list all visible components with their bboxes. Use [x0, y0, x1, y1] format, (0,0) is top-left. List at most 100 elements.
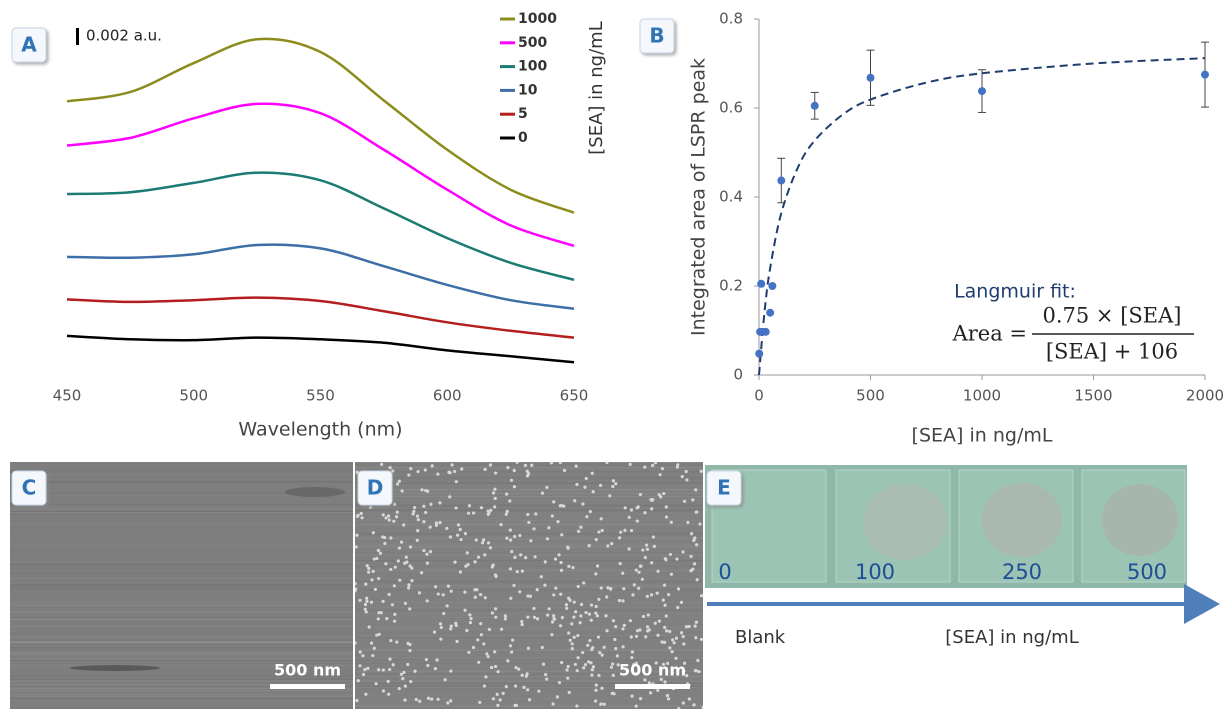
- particle: [694, 488, 698, 492]
- particle: [526, 688, 530, 692]
- particle: [356, 679, 360, 683]
- texture: [355, 670, 703, 672]
- panel-label: D: [367, 476, 384, 500]
- particle: [445, 604, 449, 608]
- particle: [583, 485, 587, 489]
- particle: [599, 702, 603, 706]
- arrow-label: [SEA] in ng/mL: [945, 627, 1078, 648]
- particle: [418, 699, 422, 703]
- texture: [10, 695, 353, 697]
- particle: [532, 606, 536, 611]
- particle: [455, 639, 459, 644]
- particle: [647, 681, 651, 685]
- particle: [490, 565, 494, 569]
- texture: [10, 473, 353, 475]
- particle: [364, 692, 368, 696]
- sem-image-d: [355, 462, 703, 709]
- texture: [10, 621, 353, 623]
- particle: [455, 533, 460, 537]
- particle: [407, 583, 411, 587]
- panel-label-box: [706, 470, 742, 506]
- particle: [630, 694, 634, 698]
- particle: [635, 506, 639, 510]
- particle: [506, 659, 510, 663]
- texture: [10, 523, 353, 525]
- texture: [10, 679, 353, 681]
- particle: [646, 629, 650, 633]
- particle: [682, 669, 686, 673]
- data-point: [756, 327, 765, 336]
- y-tick-label: 0.8: [719, 10, 743, 28]
- particle: [609, 586, 613, 591]
- particle: [493, 487, 497, 491]
- particle: [605, 462, 609, 464]
- particle: [623, 528, 627, 532]
- particle: [488, 463, 493, 467]
- particle: [375, 556, 379, 561]
- particle: [403, 561, 407, 565]
- particle: [519, 553, 523, 557]
- particle: [589, 603, 594, 607]
- texture: [10, 574, 353, 576]
- particle: [697, 670, 701, 674]
- particle: [480, 541, 485, 545]
- particle: [660, 640, 664, 644]
- particle: [544, 672, 548, 677]
- particle: [422, 520, 426, 524]
- texture: [10, 600, 353, 602]
- particle: [567, 631, 571, 635]
- particle: [463, 608, 467, 612]
- particle: [512, 583, 516, 588]
- particle: [565, 606, 569, 610]
- texture: [355, 569, 703, 571]
- texture: [355, 545, 703, 547]
- particle: [399, 672, 403, 676]
- texture: [355, 614, 703, 616]
- particle: [510, 549, 514, 554]
- particle: [414, 697, 418, 702]
- particle: [367, 625, 371, 629]
- particle: [634, 661, 638, 665]
- texture: [10, 618, 353, 620]
- particle: [367, 566, 371, 570]
- particle: [526, 615, 530, 619]
- particle: [638, 492, 643, 497]
- texture: [10, 508, 353, 510]
- texture: [10, 643, 353, 645]
- texture: [10, 641, 353, 643]
- particle: [401, 676, 405, 681]
- particle: [468, 613, 472, 617]
- particle: [566, 545, 570, 549]
- particle: [566, 664, 570, 669]
- texture: [10, 624, 353, 626]
- particle: [653, 462, 658, 465]
- texture: [10, 668, 353, 670]
- particle: [491, 491, 496, 495]
- particle: [389, 567, 393, 572]
- particle: [504, 512, 508, 516]
- texture: [10, 475, 353, 477]
- particle: [525, 672, 529, 676]
- particle: [465, 628, 469, 633]
- particle: [474, 538, 478, 542]
- particle: [483, 467, 487, 471]
- texture: [355, 543, 703, 545]
- particle: [425, 561, 429, 565]
- particle: [681, 550, 685, 554]
- particle: [664, 614, 668, 618]
- texture: [355, 585, 703, 587]
- particle: [546, 613, 550, 617]
- particle: [422, 504, 426, 508]
- particle: [395, 640, 399, 644]
- particle: [578, 621, 582, 625]
- particle: [605, 595, 609, 599]
- particle: [388, 657, 392, 661]
- texture: [10, 698, 353, 700]
- particle: [372, 646, 376, 650]
- particle: [373, 587, 377, 592]
- texture: [355, 578, 703, 580]
- texture: [10, 462, 353, 464]
- texture: [355, 462, 703, 464]
- particle: [689, 569, 693, 573]
- particle: [363, 607, 367, 611]
